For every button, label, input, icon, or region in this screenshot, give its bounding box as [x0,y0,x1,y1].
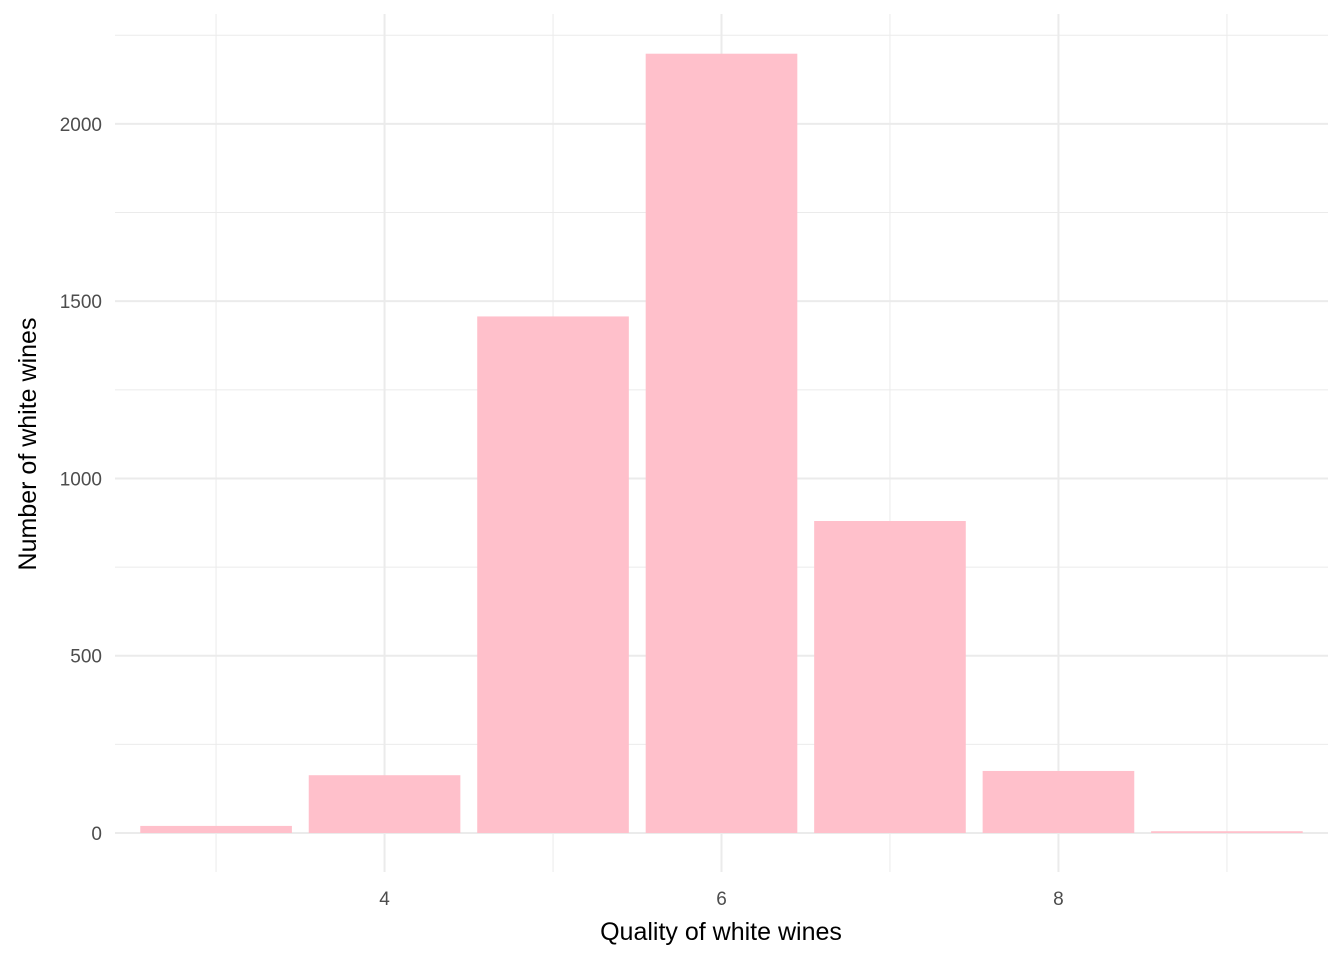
x-axis-title: Quality of white wines [600,918,842,946]
y-axis-title: Number of white wines [14,318,42,571]
bar-quality-9 [1151,831,1303,833]
bars [140,53,1303,834]
bar-quality-3 [140,825,292,833]
bar-quality-4 [308,775,461,833]
y-tick-label: 1000 [60,469,102,490]
bar-quality-8 [982,770,1135,833]
bar-quality-7 [814,521,966,833]
y-tick-label: 1500 [60,292,102,313]
y-tick-label: 500 [70,647,102,668]
y-tick-label: 0 [91,824,102,845]
x-tick-label: 6 [716,889,727,910]
bar-quality-5 [477,316,629,834]
tick-labels: 4 6 8 0 500 1000 1500 2000 [60,115,1064,910]
x-tick-label: 8 [1053,889,1064,910]
x-tick-label: 4 [379,889,390,910]
bar-quality-6 [645,53,798,833]
y-tick-label: 2000 [60,115,102,136]
